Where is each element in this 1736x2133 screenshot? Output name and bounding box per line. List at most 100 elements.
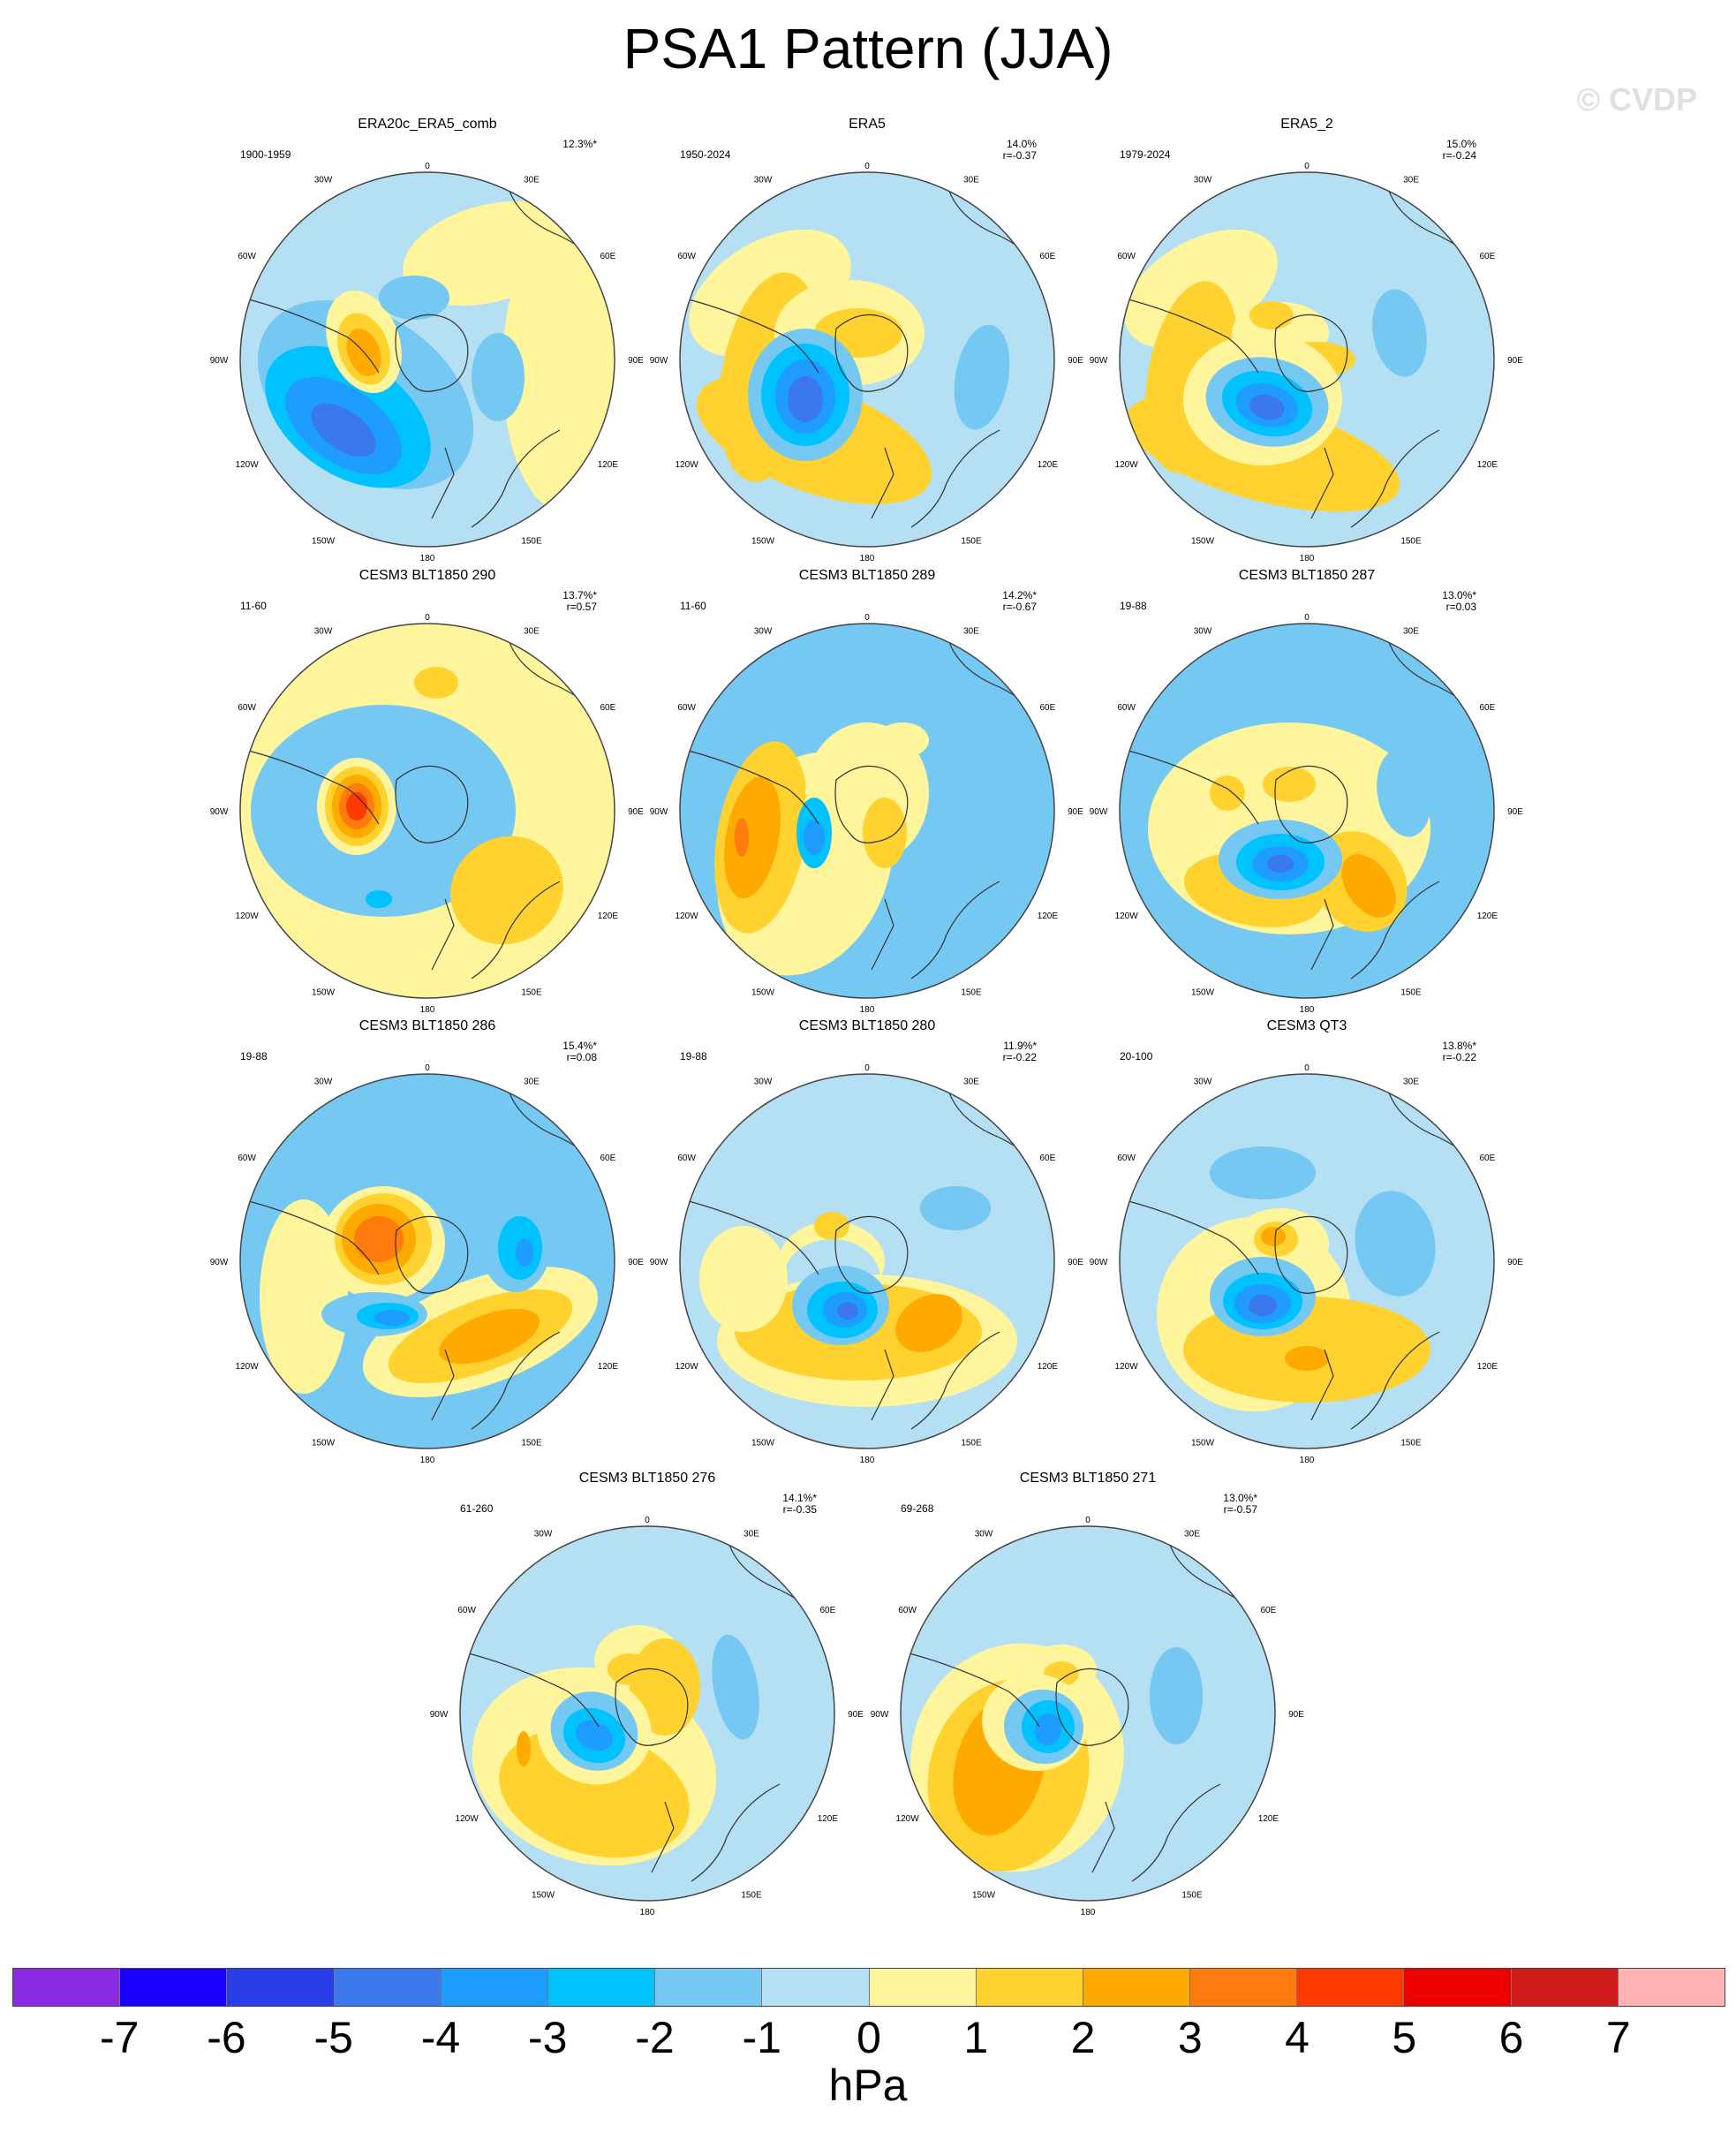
watermark: © CVDP	[1576, 81, 1697, 117]
lon-label: 90E	[1507, 356, 1523, 366]
panel-title: ERA5_2	[1280, 117, 1333, 132]
lon-label: 120E	[1038, 911, 1059, 921]
colorbar-swatch	[1404, 1969, 1512, 2006]
colorbar-tick-label: -4	[420, 2013, 461, 2062]
map-boundary	[1119, 1073, 1495, 1449]
lon-label: 120E	[1258, 1814, 1279, 1824]
lon-label: 60W	[1117, 703, 1136, 713]
panel-title: CESM3 BLT1850 290	[359, 568, 496, 583]
lon-label: 150W	[312, 1438, 336, 1448]
lon-label: 30E	[524, 1078, 540, 1087]
south-america-coastline	[1121, 748, 1259, 825]
panel-period: 1900-1959	[240, 148, 291, 161]
lon-label: 90E	[1068, 356, 1083, 366]
lon-label: 90E	[1068, 807, 1083, 817]
contour-region	[311, 403, 376, 458]
colorbar-swatch	[976, 1969, 1083, 2006]
lon-label: 90E	[628, 356, 644, 366]
australia-coastline	[471, 1331, 561, 1430]
lon-label: 90W	[650, 1258, 668, 1267]
lon-label: 150W	[751, 1438, 775, 1448]
colorbar-tick-label: -6	[207, 2013, 246, 2062]
contour-region	[414, 667, 458, 699]
lon-label: 120E	[818, 1814, 839, 1824]
contour-region	[450, 836, 563, 945]
lon-label: 0	[864, 1063, 870, 1073]
lon-label: 0	[1304, 613, 1310, 623]
colorbar	[12, 1968, 1725, 2007]
lon-label: 90W	[210, 356, 229, 366]
antarctica-coastline	[1274, 314, 1348, 392]
colorbar-tick-label: 7	[1605, 2013, 1631, 2062]
lon-label: 0	[425, 1063, 430, 1073]
colorbar-swatch	[227, 1969, 335, 2006]
lon-label: 30E	[1403, 176, 1419, 185]
lon-label: 60W	[1117, 252, 1136, 261]
colorbar-units: hPa	[828, 2061, 908, 2110]
lon-label: 180	[420, 554, 435, 564]
lon-label: 120E	[1477, 460, 1498, 470]
lon-label: 120E	[1038, 460, 1059, 470]
lon-label: 90W	[650, 807, 668, 817]
lon-label: 180	[860, 1456, 875, 1465]
lon-label: 30W	[1194, 176, 1212, 185]
contour-region	[1355, 1191, 1436, 1297]
lon-label: 120W	[236, 460, 260, 470]
lon-label: 180	[1081, 1908, 1096, 1917]
panel-title: CESM3 BLT1850 286	[359, 1018, 496, 1033]
lon-label: 90E	[628, 807, 644, 817]
south-america-coastline	[902, 1651, 1040, 1728]
antarctica-coastline	[834, 1215, 909, 1294]
lon-label: 150E	[1400, 987, 1422, 997]
lon-label: 30W	[754, 1078, 773, 1087]
south-america-coastline	[681, 1199, 819, 1275]
contour-region	[366, 890, 392, 908]
colorbar-swatch	[441, 1969, 548, 2006]
south-america-coastline	[241, 1199, 380, 1275]
contour-region	[575, 1720, 614, 1751]
lon-label: 180	[860, 1005, 875, 1015]
lon-label: 60W	[238, 703, 256, 713]
panel-variance: 14.0%	[1007, 138, 1037, 150]
contour-region	[1267, 855, 1294, 873]
panel-correlation: r=-0.67	[1003, 601, 1038, 613]
contour-region	[1210, 775, 1245, 811]
new-zealand-coastline	[1310, 898, 1334, 971]
lon-label: 150W	[751, 987, 775, 997]
panel-period: 1979-2024	[1120, 148, 1171, 161]
lon-label: 30W	[314, 627, 333, 637]
antarctica-coastline	[1055, 1668, 1129, 1746]
map-panel: CESM3 BLT1850 271 69-268 13.0%*r=-0.57 0 180…	[871, 1471, 1305, 1917]
contour-region	[517, 1731, 531, 1766]
lon-label: 90E	[1507, 1258, 1523, 1267]
pressure-anomaly-field	[680, 1074, 1054, 1448]
colorbar-tick-label: -3	[528, 2013, 568, 2062]
lon-label: 30W	[534, 1530, 553, 1539]
coastlines	[681, 182, 1036, 528]
lon-label: 60W	[457, 1606, 476, 1615]
map-panel: ERA5_2 1979-2024 15.0%r=-0.24 0 180 30E 30W 60E…	[1090, 117, 1524, 564]
colorbar-tick-label: -2	[635, 2013, 675, 2062]
lon-label: 60E	[1260, 1606, 1276, 1615]
map-boundary	[679, 1073, 1055, 1449]
lon-label: 30W	[754, 176, 773, 185]
lon-label: 60W	[677, 252, 696, 261]
australia-coastline	[1350, 881, 1440, 980]
contour-region	[608, 1653, 652, 1685]
lon-label: 120W	[896, 1814, 920, 1824]
panel-variance: 15.0%	[1446, 138, 1476, 150]
colorbar-tick-label: -7	[100, 2013, 140, 2062]
panel-correlation: r=-0.22	[1003, 1051, 1038, 1063]
panel-correlation: r=-0.57	[1224, 1503, 1258, 1516]
contour-region	[788, 376, 823, 422]
contour-region	[516, 1238, 533, 1267]
lon-label: 60E	[600, 703, 615, 713]
australia-coastline	[910, 1331, 1000, 1430]
lon-label: 120W	[236, 1362, 260, 1372]
map-panel: CESM3 BLT1850 287 19-88 13.0%*r=0.03 0 180 30…	[1090, 568, 1524, 1015]
map-panel: CESM3 BLT1850 276 61-260 14.1%*r=-0.35 0 180…	[430, 1471, 864, 1917]
panel-title: CESM3 QT3	[1267, 1018, 1347, 1033]
map-panels: ERA20c_ERA5_comb 1900-1959 12.3%* 0 180 30E 30…	[210, 117, 1524, 1917]
lon-label: 30W	[1194, 1078, 1212, 1087]
lon-label: 90E	[1507, 807, 1523, 817]
